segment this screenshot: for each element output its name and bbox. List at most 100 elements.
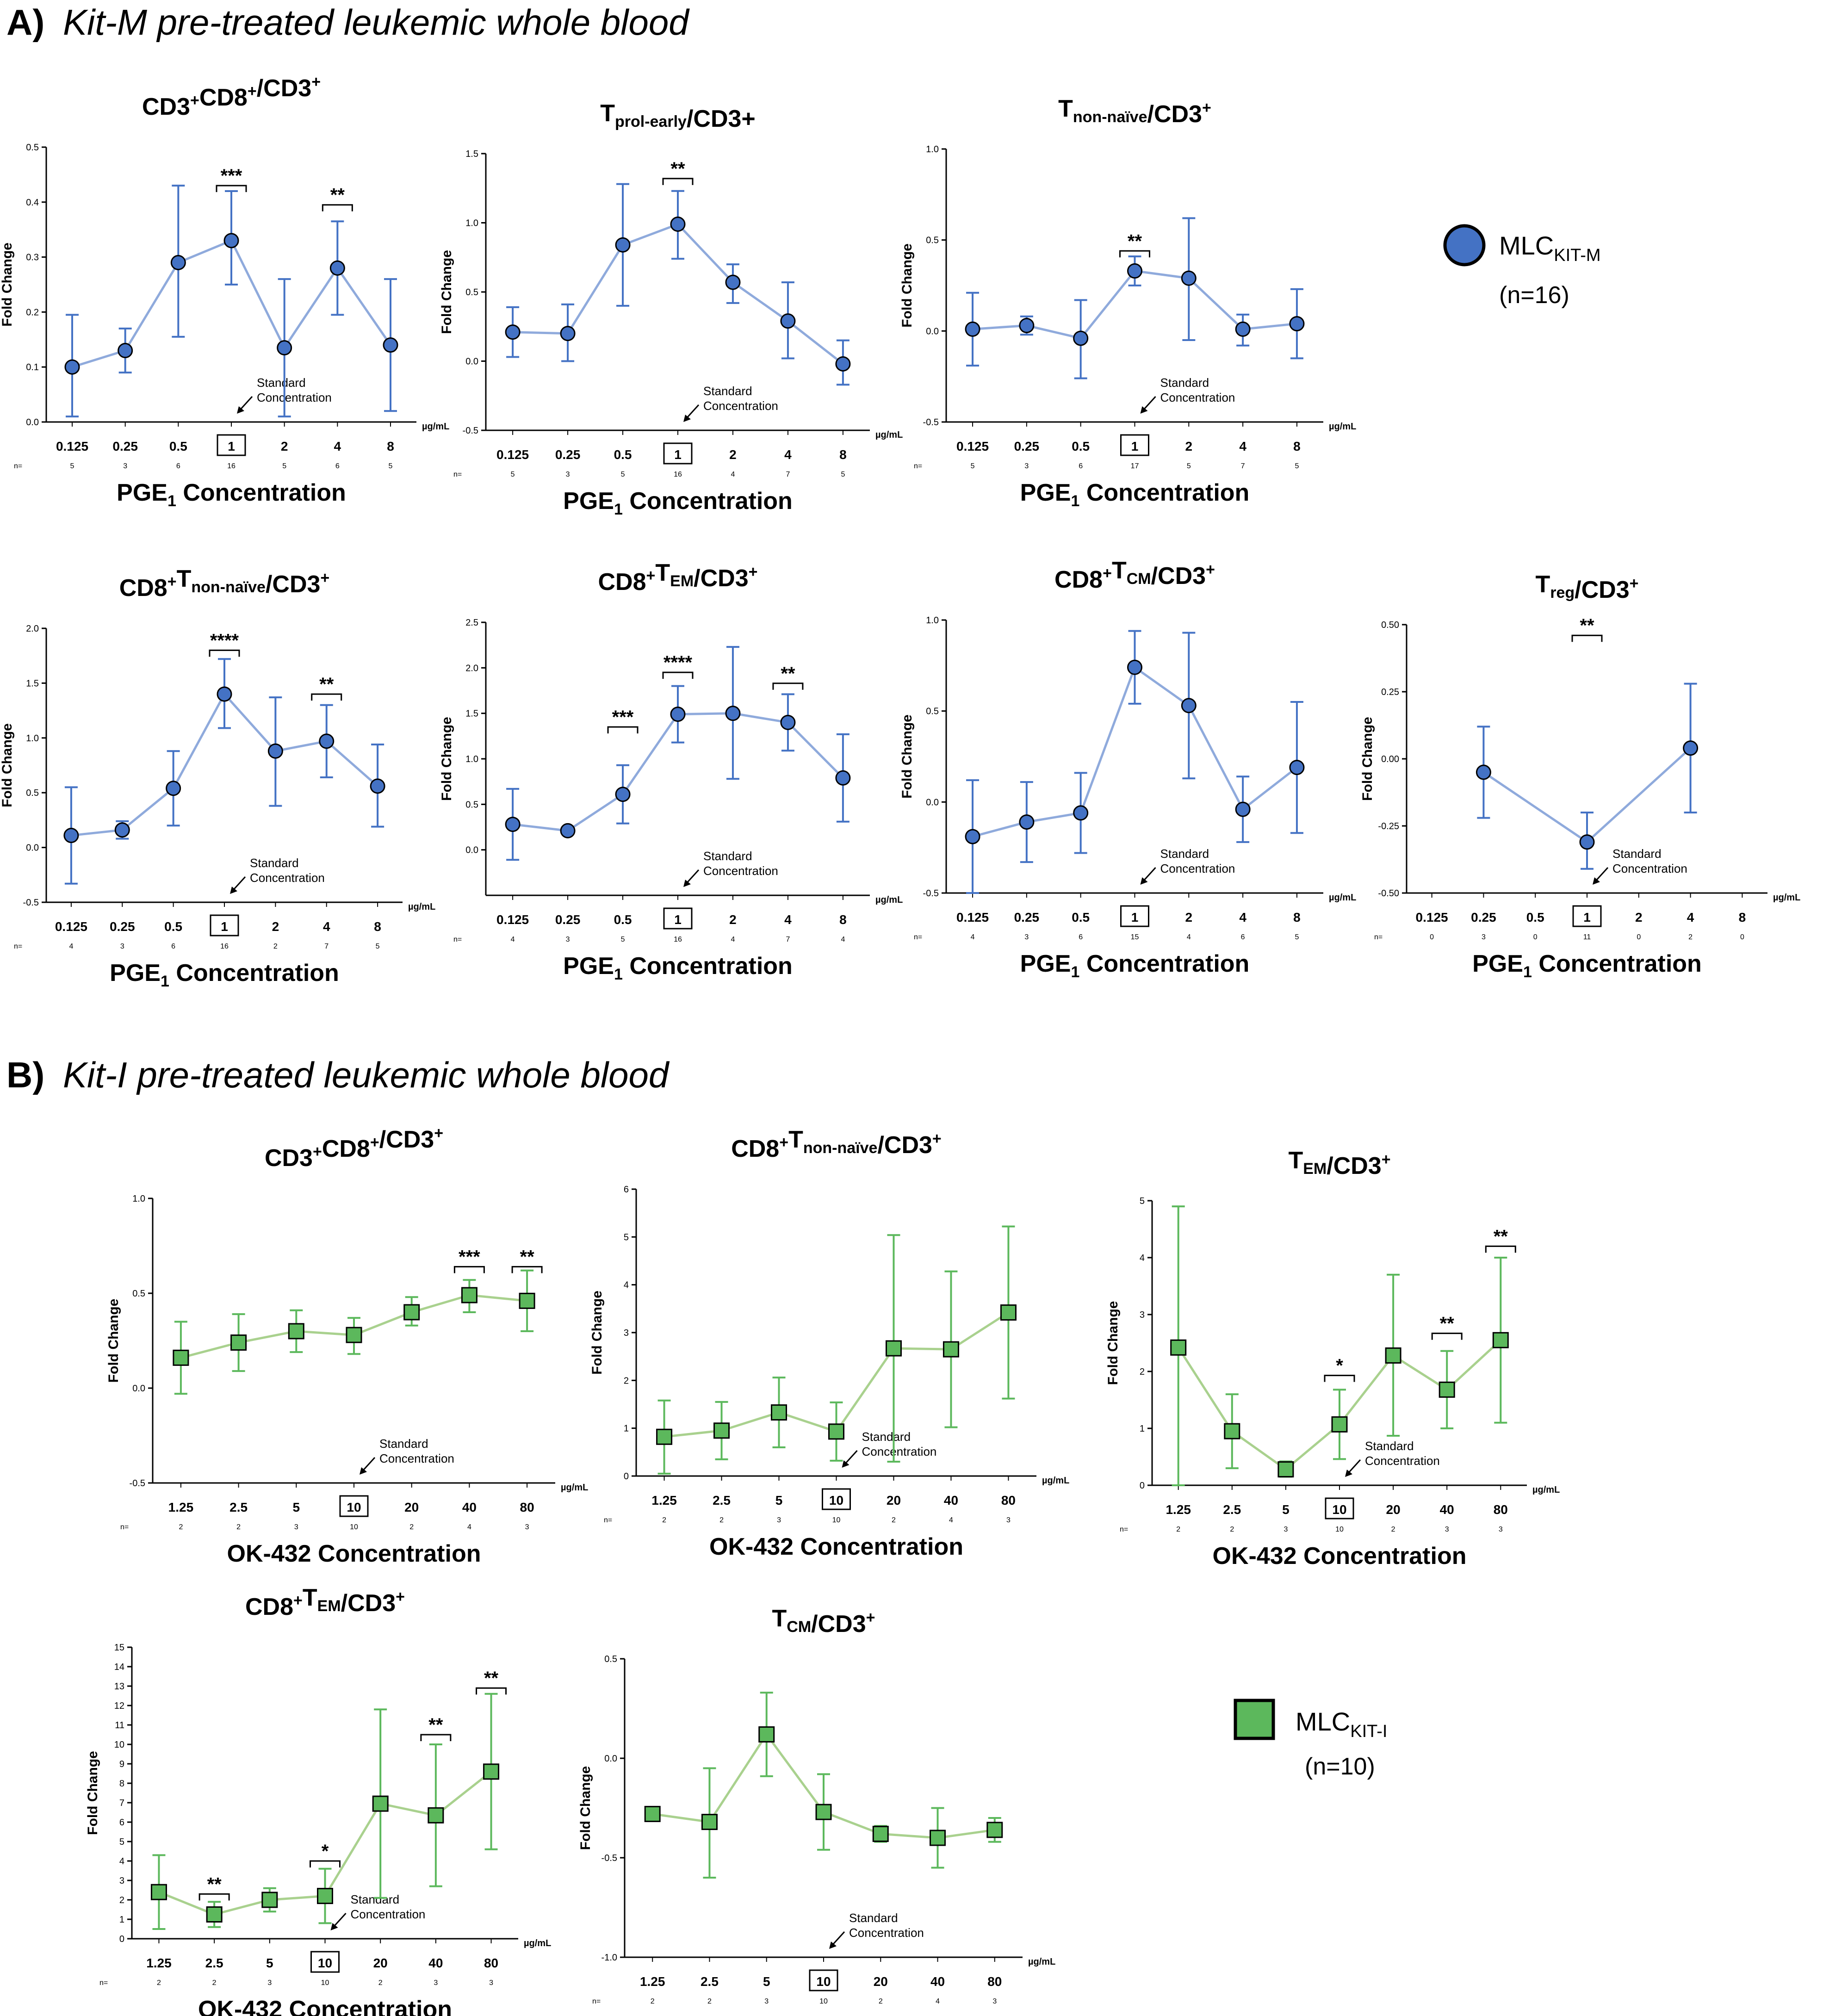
chart-title: CD8+Tnon-naïve/CD3+ xyxy=(731,1126,942,1162)
x-tick-label: 40 xyxy=(428,1956,443,1970)
y-tick-label: 4 xyxy=(624,1280,629,1290)
chart-title: CD3+CD8+/CD3+ xyxy=(265,1124,443,1172)
y-tick-label: 0.25 xyxy=(1381,687,1399,697)
x-axis-label-sub: 1 xyxy=(614,966,623,983)
x-axis-label-rest: Concentration xyxy=(623,488,793,515)
x-tick-label: 0.125 xyxy=(1416,910,1448,924)
x-tick-label: 0.5 xyxy=(614,447,632,462)
data-point xyxy=(1235,321,1251,337)
standard-label-2: Concentration xyxy=(703,399,778,413)
chart-title-part: T xyxy=(303,1584,317,1611)
data-point xyxy=(986,1822,1003,1838)
y-tick-label: 1.5 xyxy=(465,149,478,159)
n-value: 2 xyxy=(719,1516,724,1524)
data-point xyxy=(118,343,133,359)
n-prefix: n= xyxy=(1374,933,1383,941)
chart-title-part: CD8 xyxy=(245,1594,293,1620)
data-point xyxy=(1277,1461,1294,1478)
x-tick-label: 1 xyxy=(221,919,228,934)
chart-title-part: + xyxy=(248,82,257,100)
x-tick-label: 1 xyxy=(1131,910,1139,924)
chart-title-part: + xyxy=(1630,575,1639,592)
n-value: 10 xyxy=(832,1516,841,1524)
n-value: 5 xyxy=(621,936,625,943)
data-point xyxy=(713,1422,730,1439)
legend-kit-m: MLCKIT-M (n=16) xyxy=(1443,224,1601,309)
significance-bracket xyxy=(1571,634,1603,642)
data-point xyxy=(644,1805,661,1822)
standard-label-2: Concentration xyxy=(862,1445,937,1458)
y-tick-label: 1 xyxy=(624,1424,629,1434)
chart-title-part: EM xyxy=(317,1597,341,1615)
data-point xyxy=(64,359,80,375)
unit-label: µg/mL xyxy=(1532,1485,1560,1495)
y-tick-label: 0.0 xyxy=(465,845,478,856)
standard-label-1: Standard xyxy=(703,849,752,863)
n-value: 3 xyxy=(1024,933,1029,941)
data-point xyxy=(329,260,345,276)
data-point xyxy=(383,337,398,353)
x-tick-label: 8 xyxy=(839,447,847,462)
y-tick-label: 5 xyxy=(119,1837,124,1847)
chart-title: CD3+CD8+/CD3+ xyxy=(142,73,321,120)
x-axis-label: PGE1 Concentration xyxy=(1020,479,1250,510)
chart-title: CD8+TCM/CD3+ xyxy=(1054,557,1215,593)
x-axis-label: PGE1 Concentration xyxy=(563,953,793,983)
data-point xyxy=(1224,1423,1240,1439)
x-tick-label: 10 xyxy=(1332,1502,1346,1517)
significance-label: ** xyxy=(207,1874,222,1894)
x-tick-label: 2 xyxy=(729,912,737,927)
n-value: 3 xyxy=(764,1997,769,2005)
standard-box xyxy=(217,434,246,456)
n-value: 5 xyxy=(971,462,975,470)
n-value: 2 xyxy=(1391,1526,1395,1533)
legend-kit-m-n: (n=16) xyxy=(1499,282,1569,309)
chart-title-part: T xyxy=(177,565,192,592)
n-value: 17 xyxy=(1131,462,1139,470)
standard-label-2: Concentration xyxy=(849,1926,924,1940)
n-value: 3 xyxy=(1499,1526,1503,1533)
y-tick-label: 10 xyxy=(114,1740,124,1750)
x-tick-label: 8 xyxy=(387,439,394,453)
chart-b5: TCM/CD3+ -1.0 -0.5 0.0 0.5 Fold Change µg/mL n=… xyxy=(578,1605,1055,2016)
significance-label: ** xyxy=(781,664,795,684)
x-tick-label: 10 xyxy=(318,1956,332,1970)
data-point xyxy=(780,714,796,730)
x-tick-label: 2 xyxy=(1185,439,1193,453)
y-tick-label: 0.0 xyxy=(132,1383,145,1394)
x-axis-label: OK-432 Concentration xyxy=(198,1996,452,2016)
y-tick-label: 14 xyxy=(114,1662,124,1672)
y-tick-label: 5 xyxy=(624,1232,629,1242)
y-tick-label: 0.0 xyxy=(26,843,39,853)
data-point xyxy=(63,828,79,844)
data-point xyxy=(1579,834,1595,850)
n-value: 6 xyxy=(171,943,175,950)
standard-label-2: Concentration xyxy=(379,1452,454,1465)
chart-title-part: reg xyxy=(1550,584,1575,602)
chart-title-part: /CD3 xyxy=(257,75,311,102)
y-tick-label: 0.0 xyxy=(26,417,39,428)
standard-arrowhead xyxy=(230,887,237,894)
significance-label: ** xyxy=(330,185,345,205)
y-axis-label: Fold Change xyxy=(439,250,454,334)
n-value: 7 xyxy=(1241,462,1245,470)
significance-label: ** xyxy=(520,1247,535,1267)
n-value: 2 xyxy=(1230,1526,1234,1533)
x-tick-label: 0.125 xyxy=(56,439,88,453)
x-tick-label: 2 xyxy=(281,439,288,453)
data-point xyxy=(835,356,851,372)
n-value: 0 xyxy=(1637,933,1641,941)
data-point xyxy=(346,1327,362,1343)
data-point xyxy=(505,817,521,832)
n-value: 3 xyxy=(434,1979,438,1987)
x-tick-label: 5 xyxy=(266,1956,273,1970)
y-tick-label: 6 xyxy=(624,1185,629,1195)
x-tick-label: 4 xyxy=(1687,910,1694,924)
n-value: 2 xyxy=(651,1997,655,2005)
data-point xyxy=(1439,1381,1455,1398)
x-tick-label: 0.25 xyxy=(110,919,135,934)
x-tick-label: 0.125 xyxy=(956,910,989,924)
x-tick-label: 1 xyxy=(1131,439,1139,453)
